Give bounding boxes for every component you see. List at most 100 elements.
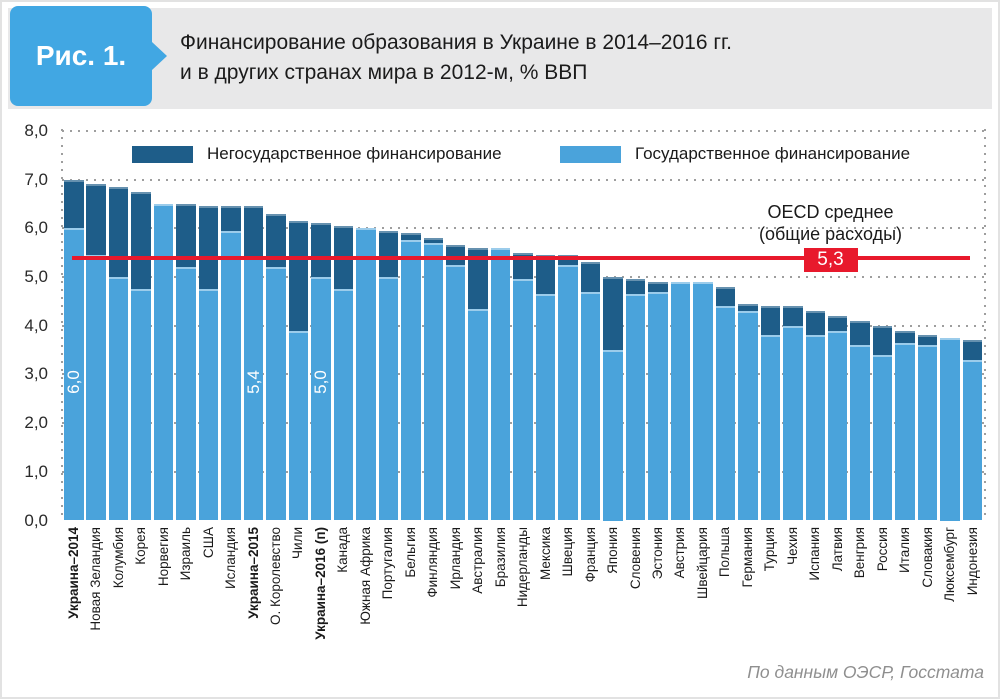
figure-number: Рис. 1.: [35, 40, 127, 71]
bar-segment-state: [153, 203, 174, 521]
x-axis-label-Чехия: Чехия: [784, 527, 800, 565]
bar-Россия: [872, 325, 893, 521]
bar-Польша: [715, 286, 736, 521]
bar-Нидерланды: [513, 252, 533, 521]
bar-segment-state: [221, 230, 241, 521]
bar-segment-state: [783, 325, 803, 521]
bar-segment-state: [940, 337, 960, 521]
bar-segment-state: [423, 242, 444, 521]
bar-segment-state: [311, 276, 331, 521]
bar-segment-nonstate: [266, 213, 286, 268]
legend-item-state: Государственное финансирование: [560, 144, 910, 164]
bar-segment-state: [535, 294, 556, 521]
x-axis-label-Россия: Россия: [874, 527, 890, 572]
bar-Франция: [580, 262, 601, 521]
bar-value-label: 5,0: [310, 370, 330, 394]
x-axis-label-Швеция: Швеция: [560, 527, 576, 577]
bar-segment-state: [378, 276, 399, 521]
x-axis-label-Южная Африка: Южная Африка: [357, 527, 373, 625]
bar-Норвегия: [153, 203, 174, 521]
x-axis-label-Италия: Италия: [897, 527, 913, 573]
x-axis-label-Португалия: Португалия: [380, 527, 396, 600]
bar-segment-nonstate: [378, 230, 399, 277]
bar-segment-nonstate: [86, 184, 106, 256]
bar-segment-state: [670, 281, 691, 521]
bar-Украина–2016 (п): [311, 223, 331, 521]
bar-value-label: 6,0: [63, 370, 83, 394]
bar-segment-nonstate: [64, 179, 84, 229]
x-axis-label-Колумбия: Колумбия: [110, 527, 126, 589]
plot-left-edge: [61, 128, 63, 521]
gridline-y-6,0: [62, 227, 985, 230]
bar-segment-state: [356, 228, 376, 521]
bar-segment-nonstate: [108, 186, 129, 277]
bar-segment-nonstate: [917, 335, 938, 346]
bar-Швеция: [558, 255, 578, 521]
x-axis-label-Чили: Чили: [290, 527, 306, 559]
bar-segment-nonstate: [423, 238, 444, 243]
bar-Ирландия: [445, 245, 466, 521]
bar-Япония: [603, 277, 623, 521]
bar-segment-state: [445, 264, 466, 521]
bar-Южная Африка: [356, 228, 376, 521]
bar-segment-state: [86, 255, 106, 521]
x-axis-label-Украина–2016 (п): Украина–2016 (п): [312, 527, 328, 640]
bar-Эстония: [648, 281, 668, 521]
bar-Канада: [333, 225, 354, 521]
x-axis-label-Нидерланды: Нидерланды: [515, 527, 531, 608]
bar-Латвия: [827, 315, 848, 521]
x-axis-label-Украина–2014: Украина–2014: [65, 527, 81, 619]
chart-title: Финансирование образования в Украине в 2…: [180, 31, 732, 84]
bar-segment-state: [131, 289, 151, 521]
bar-Турция: [760, 306, 781, 521]
bar-segment-nonstate: [131, 191, 151, 290]
x-axis-label-Эстония: Эстония: [649, 527, 665, 580]
y-axis-tick-label: 7,0: [24, 169, 48, 189]
bar-Испания: [805, 311, 825, 521]
bar-segment-state: [648, 291, 668, 521]
bar-segment-nonstate: [827, 315, 848, 331]
bar-Словения: [625, 279, 646, 521]
bar-segment-nonstate: [468, 247, 488, 309]
bar-segment-nonstate: [221, 206, 241, 231]
y-axis-tick-label: 8,0: [24, 120, 48, 140]
x-axis-label-Япония: Япония: [605, 527, 621, 574]
bar-segment-nonstate: [535, 255, 556, 295]
legend-label-state: Государственное финансирование: [635, 144, 911, 163]
x-axis-label-Венгрия: Венгрия: [852, 527, 868, 579]
x-axis-label-Польша: Польша: [717, 527, 733, 578]
x-axis-label-Новая Зеландия: Новая Зеландия: [88, 527, 104, 631]
x-axis-label-Турция: Турция: [762, 527, 778, 572]
bar-Украина–2015: [243, 206, 264, 521]
x-axis-label-Австралия: Австралия: [470, 527, 486, 594]
bar-segment-state: [176, 267, 196, 521]
bar-segment-nonstate: [648, 281, 668, 292]
y-axis-tick-label: 4,0: [24, 315, 48, 335]
bar-segment-nonstate: [580, 262, 601, 292]
bar-segment-state: [850, 345, 870, 521]
x-axis-label-Испания: Испания: [807, 527, 823, 581]
bar-segment-nonstate: [311, 223, 331, 277]
bar-segment-state: [917, 345, 938, 521]
x-axis-label-Бельгия: Бельгия: [402, 527, 418, 578]
bar-segment-nonstate: [625, 279, 646, 295]
bar-segment-state: [760, 335, 781, 521]
bar-segment-nonstate: [445, 245, 466, 265]
bar-segment-state: [558, 264, 578, 521]
legend-label-nonstate: Негосударственное финансирование: [207, 144, 502, 163]
bar-Бразилия: [490, 247, 511, 521]
bar-segment-state: [64, 228, 84, 521]
y-axis-tick-label: 6,0: [24, 218, 48, 238]
bar-segment-state: [580, 291, 601, 521]
bar-Австрия: [670, 281, 691, 521]
bar-segment-state: [198, 289, 219, 521]
bar-segment-state: [603, 350, 623, 521]
x-axis-label-Мексика: Мексика: [537, 527, 553, 580]
bar-segment-state: [962, 359, 983, 521]
gridline-y-8,0: [62, 129, 985, 132]
bar-segment-nonstate: [805, 311, 825, 336]
x-axis-label-Норвегия: Норвегия: [155, 527, 171, 587]
y-axis-tick-label: 3,0: [24, 364, 48, 384]
bar-Словакия: [917, 335, 938, 521]
bar-segment-state: [266, 267, 286, 521]
